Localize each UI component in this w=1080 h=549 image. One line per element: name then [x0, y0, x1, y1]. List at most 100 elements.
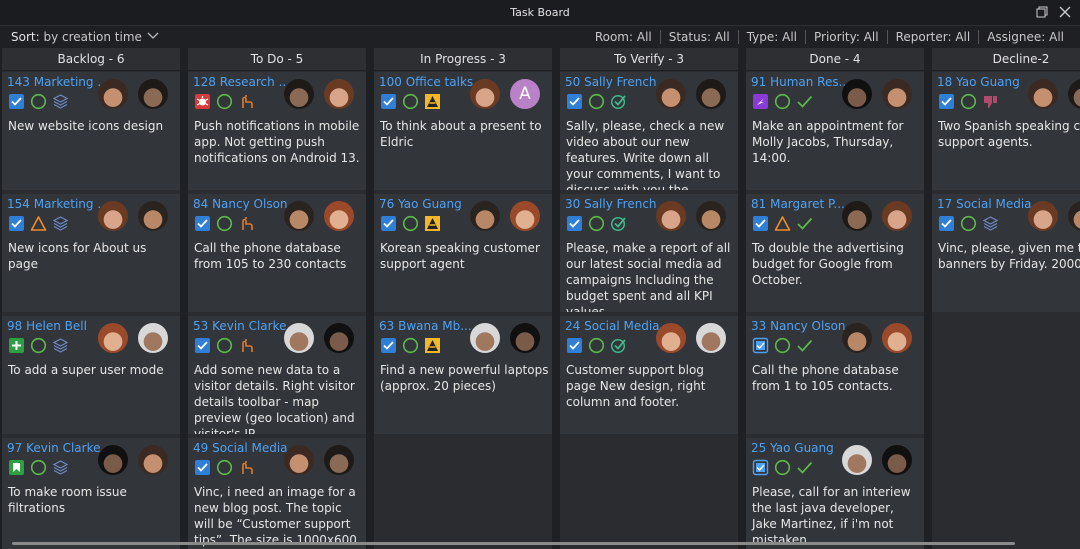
- card-title-link[interactable]: 49 Social Media: [193, 441, 288, 455]
- icon-bug: [195, 94, 210, 109]
- task-card[interactable]: 63 Bwana Mb... Find a new powerful laptop…: [374, 316, 552, 434]
- avatar: [98, 201, 128, 231]
- card-title-link[interactable]: 17 Social Media: [937, 197, 1032, 211]
- card-title-link[interactable]: 53 Kevin Clarke: [193, 319, 287, 333]
- card-title-link[interactable]: 97 Kevin Clarke: [7, 441, 101, 455]
- task-card[interactable]: 154 Marketing ... New icons for About us …: [2, 194, 180, 312]
- icon-shape: [756, 341, 765, 350]
- task-card[interactable]: 17 Social Media Vinc, please, given me tw…: [932, 194, 1080, 312]
- card-title-link[interactable]: 91 Human Res...: [751, 75, 851, 89]
- sort-value[interactable]: by creation time: [43, 30, 142, 44]
- card-title-link[interactable]: 33 Nancy Olson: [751, 319, 846, 333]
- icon-shape: [381, 94, 396, 109]
- task-card[interactable]: 97 Kevin Clarke To make room issue filtra…: [2, 438, 180, 549]
- task-card[interactable]: 53 Kevin Clarke Add some new data to a vi…: [188, 316, 366, 434]
- card-title-link[interactable]: 128 Research ...: [193, 75, 291, 89]
- filter[interactable]: Priority: All: [805, 30, 887, 44]
- icon-shape: [753, 216, 768, 231]
- task-card[interactable]: 128 Research ... Push notifications in mo…: [188, 72, 366, 190]
- icon-shape: [757, 98, 764, 105]
- icon-shape: [939, 216, 954, 231]
- card-title-link[interactable]: 81 Margaret P...: [751, 197, 845, 211]
- filter[interactable]: Assignee: All: [978, 30, 1072, 44]
- icon-shape: [610, 338, 626, 354]
- card-title-link[interactable]: 76 Yao Guang: [379, 197, 462, 211]
- task-card[interactable]: 143 Marketing ... New website icons desig…: [2, 72, 180, 190]
- restore-icon[interactable]: [1036, 8, 1046, 18]
- task-card[interactable]: 18 Yao Guang Two Spanish speaking cust su…: [932, 72, 1080, 190]
- icon-shape: [614, 217, 626, 228]
- icon-chkO: [752, 459, 769, 476]
- restore-icon-back[interactable]: [1038, 6, 1048, 16]
- icon-shape: [610, 94, 626, 110]
- icon-thumb: [984, 96, 997, 108]
- icon-shape: [30, 216, 47, 231]
- column: Backlog - 6 143 Marketing ... New website …: [2, 48, 180, 549]
- icon-circ: [216, 215, 233, 232]
- filter[interactable]: Room: All: [594, 30, 652, 44]
- task-card[interactable]: 76 Yao Guang Korean speaking customer sup…: [374, 194, 552, 312]
- close-icon[interactable]: [1059, 6, 1071, 18]
- horizontal-scrollbar[interactable]: [12, 542, 1015, 545]
- icon-shape: [752, 337, 769, 354]
- icon-hand: [242, 339, 253, 352]
- filter[interactable]: Status: All: [659, 30, 738, 44]
- icon-hand: [242, 461, 253, 474]
- icon-circ: [402, 215, 419, 232]
- avatar: [510, 201, 540, 231]
- task-card[interactable]: 91 Human Res... Make an appointment for M…: [746, 72, 924, 190]
- avatar: [510, 323, 540, 353]
- icon-shape: [383, 219, 394, 228]
- icon-tri: [774, 216, 791, 231]
- card-title-link[interactable]: 154 Marketing ...: [7, 197, 109, 211]
- card-title-link[interactable]: 63 Bwana Mb...: [379, 319, 472, 333]
- icon-shape: [52, 338, 69, 353]
- sort-control[interactable]: Sort: by creation time: [11, 26, 160, 48]
- icon-layers: [982, 216, 999, 231]
- icon-shape: [9, 94, 24, 109]
- filter[interactable]: Reporter: All: [886, 30, 979, 44]
- task-card[interactable]: 33 Nancy Olson Call the phone database fr…: [746, 316, 924, 434]
- task-card[interactable]: 100 Office talks A To think about a presen…: [374, 72, 552, 190]
- window-buttons[interactable]: [1035, 5, 1075, 20]
- card-title-link[interactable]: 18 Yao Guang: [937, 75, 1020, 89]
- card-description: New website icons design: [8, 119, 164, 133]
- card-title-link[interactable]: 50 Sally French: [565, 75, 657, 89]
- card-title-link[interactable]: 25 Yao Guang: [751, 441, 834, 455]
- task-card[interactable]: 84 Nancy Olson Call the phone database fr…: [188, 194, 366, 312]
- icon-chk: [567, 338, 582, 353]
- card-title-link[interactable]: 100 Office talks: [379, 75, 474, 89]
- card-title-link[interactable]: 84 Nancy Olson: [193, 197, 288, 211]
- toolbar: Sort: by creation time Room: All Status: …: [0, 25, 1080, 48]
- icon-tick: [797, 339, 813, 352]
- card-icons: [194, 337, 260, 358]
- avatar: [696, 79, 726, 109]
- icon-shape: [402, 215, 419, 232]
- task-card[interactable]: 30 Sally French Please, make a report of …: [560, 194, 738, 312]
- avatar: [842, 201, 872, 231]
- avatar: [138, 201, 168, 231]
- task-card[interactable]: 49 Social Media Vinc, i need an image for…: [188, 438, 366, 549]
- card-icons: [752, 215, 818, 236]
- card-title-link[interactable]: 98 Helen Bell: [7, 319, 87, 333]
- icon-chk: [939, 94, 954, 109]
- task-card[interactable]: 50 Sally French Sally, please, check a ne…: [560, 72, 738, 190]
- card-title-link[interactable]: 30 Sally French: [565, 197, 657, 211]
- task-card[interactable]: 25 Yao Guang Please, call for an interiew…: [746, 438, 924, 549]
- filter[interactable]: Type: All: [737, 30, 805, 44]
- icon-chk: [381, 338, 396, 353]
- avatar: [470, 79, 500, 109]
- sort-chevron[interactable]: [146, 31, 160, 41]
- icon-chk: [567, 216, 582, 231]
- card-title-link[interactable]: 143 Marketing ...: [7, 75, 109, 89]
- card-icons: [566, 215, 632, 236]
- avatar: [470, 323, 500, 353]
- card-title-link[interactable]: 24 Social Media: [565, 319, 660, 333]
- task-card[interactable]: 98 Helen Bell To add a super user mode: [2, 316, 180, 434]
- task-card[interactable]: 81 Margaret P... To double the advertisin…: [746, 194, 924, 312]
- task-card[interactable]: 24 Social Media Customer support blog pag…: [560, 316, 738, 434]
- icon-shape: [569, 97, 580, 106]
- card-description: Sally, please, check a new video about o…: [566, 119, 725, 190]
- icon-shape: [610, 216, 626, 232]
- card-icons: [380, 93, 446, 114]
